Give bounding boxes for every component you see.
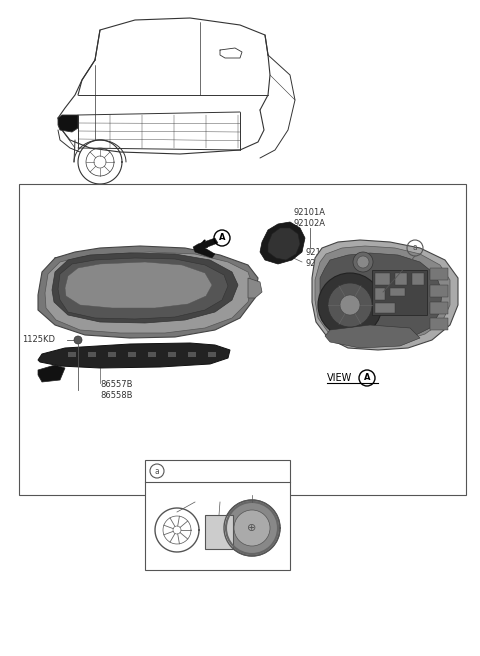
Circle shape bbox=[353, 252, 373, 272]
Bar bbox=[375, 303, 395, 313]
Text: ⊕: ⊕ bbox=[247, 523, 257, 533]
Bar bbox=[19, 184, 466, 495]
Bar bbox=[145, 460, 290, 570]
Polygon shape bbox=[38, 246, 258, 338]
Polygon shape bbox=[248, 278, 262, 298]
Bar bbox=[188, 352, 196, 357]
Bar bbox=[430, 318, 448, 330]
Text: 86557B
86558B: 86557B 86558B bbox=[100, 380, 132, 400]
Bar bbox=[108, 352, 116, 357]
Bar bbox=[430, 302, 448, 314]
Circle shape bbox=[318, 273, 382, 337]
Text: A: A bbox=[219, 234, 225, 243]
Polygon shape bbox=[260, 222, 305, 264]
Polygon shape bbox=[45, 252, 252, 333]
Text: 92131
92132D: 92131 92132D bbox=[305, 247, 338, 268]
Circle shape bbox=[224, 500, 280, 556]
Polygon shape bbox=[58, 115, 78, 132]
Bar bbox=[430, 285, 448, 297]
Bar bbox=[375, 273, 390, 285]
Bar bbox=[412, 273, 424, 285]
Text: VIEW: VIEW bbox=[327, 373, 352, 383]
Polygon shape bbox=[268, 228, 300, 260]
Bar bbox=[430, 268, 448, 280]
Bar bbox=[68, 352, 76, 357]
Bar bbox=[375, 288, 385, 300]
Bar bbox=[395, 273, 407, 285]
Circle shape bbox=[74, 336, 82, 344]
Bar bbox=[88, 352, 96, 357]
Circle shape bbox=[340, 295, 360, 315]
Text: 1125KD: 1125KD bbox=[22, 335, 55, 344]
Polygon shape bbox=[38, 343, 230, 368]
Text: 92140E: 92140E bbox=[262, 485, 291, 495]
Bar bbox=[168, 352, 176, 357]
Polygon shape bbox=[193, 238, 218, 258]
Polygon shape bbox=[52, 253, 238, 323]
Bar bbox=[390, 288, 405, 296]
Text: a: a bbox=[155, 466, 159, 476]
Circle shape bbox=[328, 283, 372, 327]
Polygon shape bbox=[320, 253, 442, 342]
Polygon shape bbox=[58, 258, 228, 319]
Bar bbox=[148, 352, 156, 357]
Text: 92126A: 92126A bbox=[187, 491, 216, 501]
Polygon shape bbox=[65, 262, 212, 308]
Text: 92125A: 92125A bbox=[205, 556, 235, 565]
Bar bbox=[128, 352, 136, 357]
Bar bbox=[372, 270, 427, 315]
Circle shape bbox=[234, 510, 270, 546]
Circle shape bbox=[357, 256, 369, 268]
Polygon shape bbox=[325, 325, 420, 348]
Bar bbox=[208, 352, 216, 357]
Text: 92101A
92102A: 92101A 92102A bbox=[294, 207, 326, 228]
Bar bbox=[205, 515, 233, 549]
Polygon shape bbox=[315, 246, 450, 344]
Polygon shape bbox=[312, 240, 458, 350]
Text: A: A bbox=[364, 373, 370, 382]
Polygon shape bbox=[38, 365, 65, 382]
Text: a: a bbox=[413, 243, 418, 253]
